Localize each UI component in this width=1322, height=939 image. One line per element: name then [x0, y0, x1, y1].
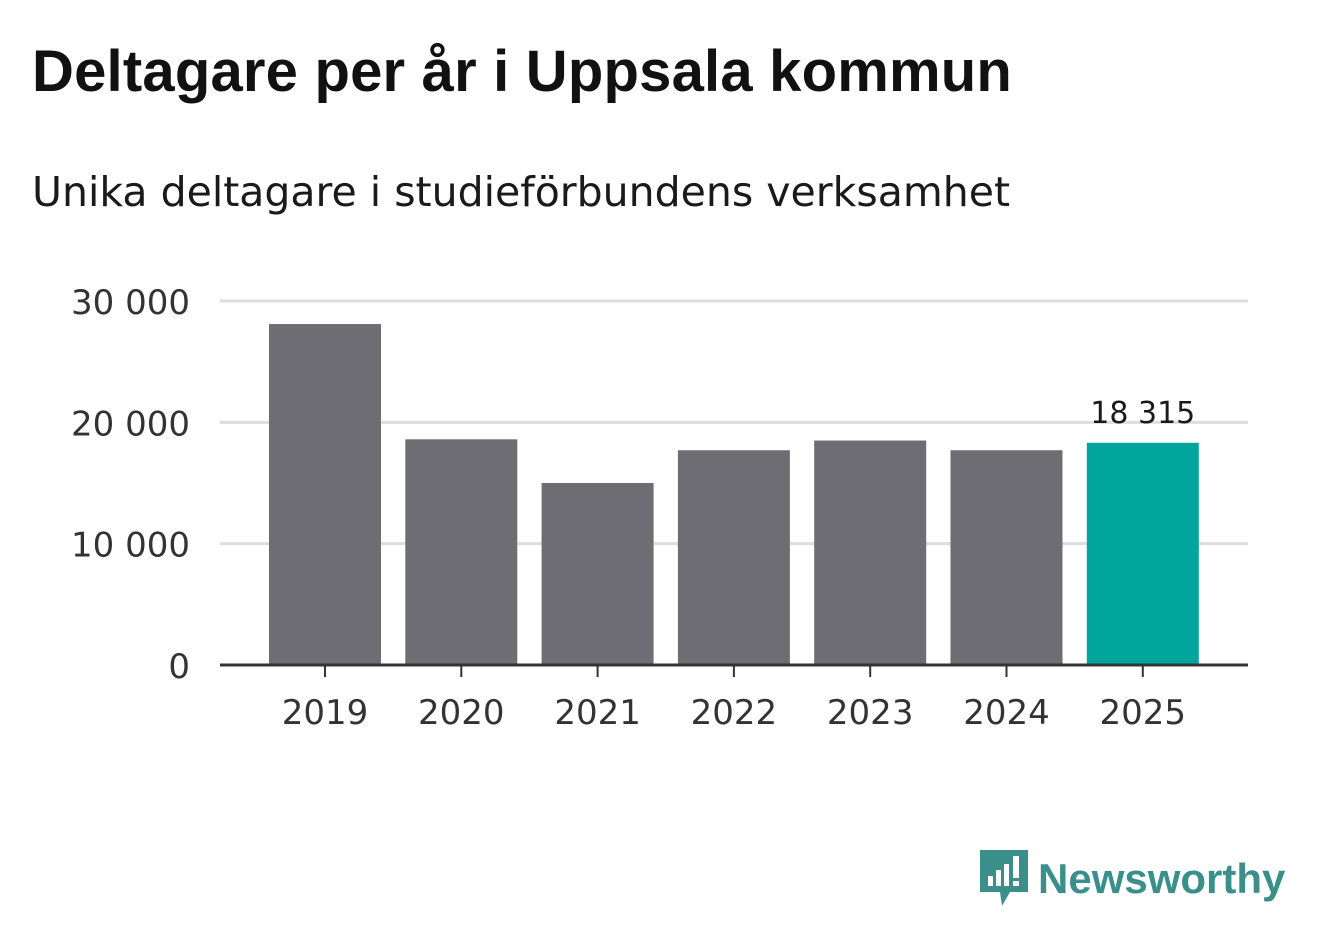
newsworthy-logo-text: Newsworthy — [1038, 855, 1286, 902]
x-tick-label: 2019 — [282, 693, 369, 733]
newsworthy-logo-icon — [980, 850, 1028, 906]
bar-2022 — [677, 450, 790, 665]
x-tick-label: 2023 — [827, 693, 914, 733]
newsworthy-logo: Newsworthy — [980, 850, 1285, 908]
y-tick-label: 20 000 — [71, 404, 190, 444]
chart-title: Deltagare per år i Uppsala kommun — [32, 39, 1013, 104]
bar-2019 — [269, 324, 381, 665]
data-label: 18 315 — [1090, 396, 1195, 431]
x-tick-label: 2020 — [418, 693, 505, 733]
bar-2023 — [814, 440, 927, 665]
bar-2024 — [950, 450, 1063, 665]
x-tick-label: 2022 — [691, 693, 778, 733]
x-tick-label: 2024 — [963, 693, 1050, 733]
bar-2021 — [541, 483, 654, 665]
bar-2020 — [405, 439, 518, 665]
y-tick-label: 10 000 — [71, 526, 190, 566]
x-tick-label: 2025 — [1100, 693, 1187, 733]
x-tick-label: 2021 — [554, 693, 641, 733]
y-tick-label: 0 — [168, 647, 190, 687]
y-tick-label: 30 000 — [71, 283, 190, 323]
chart-subtitle: Unika deltagare i studieförbundens verks… — [32, 168, 1011, 216]
bar-2025 — [1086, 442, 1199, 665]
